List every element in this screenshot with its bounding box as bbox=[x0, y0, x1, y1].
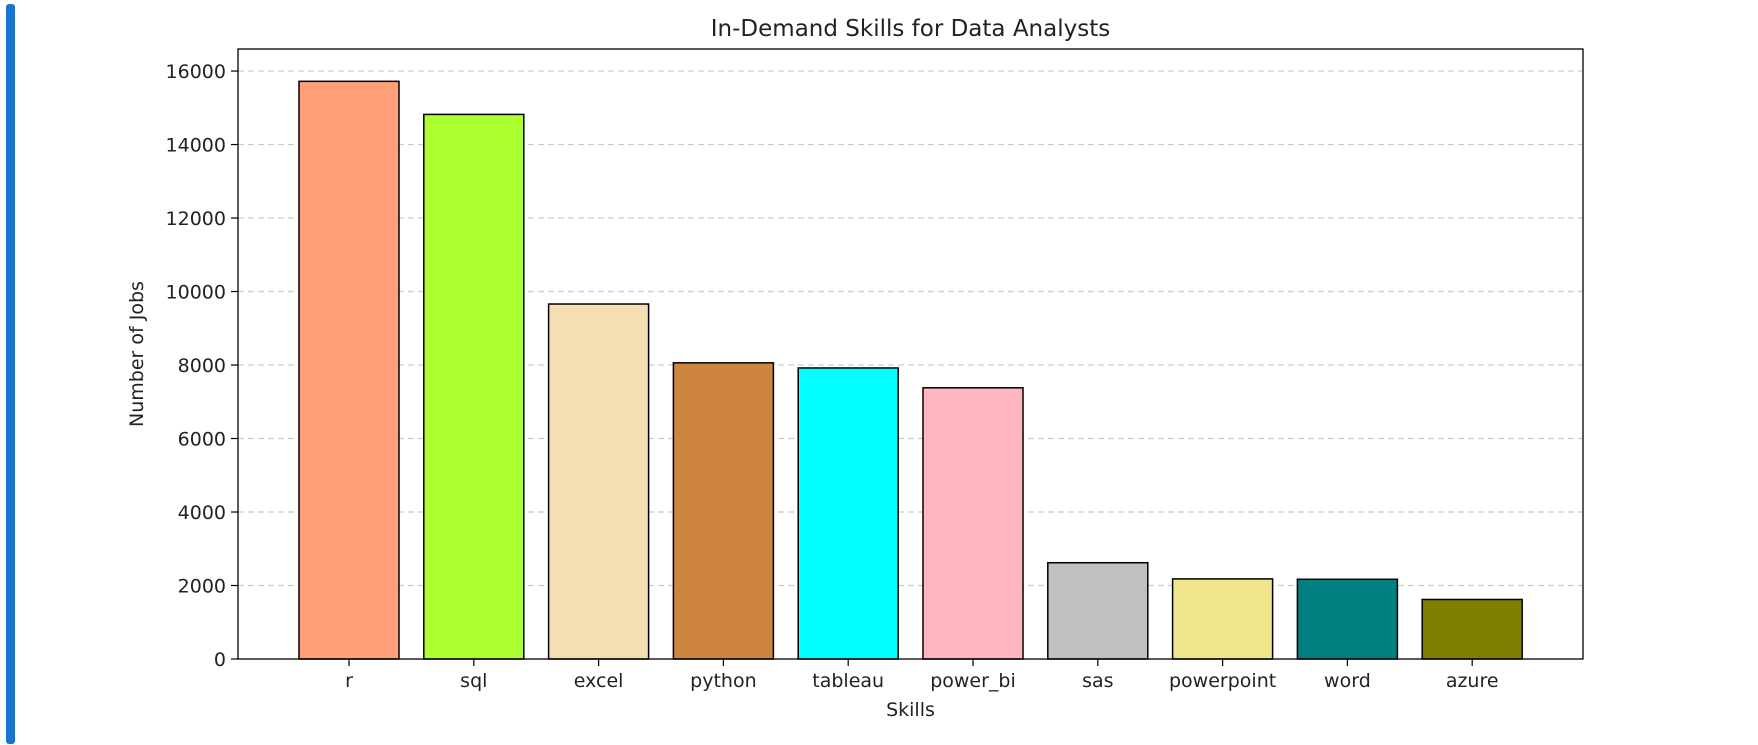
x-axis-ticks: r sql excel python tableau power_bi sas powerpo… bbox=[345, 659, 1499, 692]
bar-power-bi bbox=[922, 387, 1024, 660]
x-tick-label: sas bbox=[1082, 670, 1113, 692]
bar-powerpoint bbox=[1171, 578, 1274, 660]
y-tick-label: 4000 bbox=[178, 502, 226, 524]
y-tick-label: 14000 bbox=[166, 135, 226, 157]
bar-tableau bbox=[797, 367, 899, 660]
y-axis-ticks: 0 2000 4000 6000 8000 10000 12000 14000 16000 bbox=[166, 61, 238, 671]
y-tick-label: 2000 bbox=[178, 576, 226, 598]
bar-excel bbox=[547, 303, 650, 660]
bar-azure bbox=[1421, 598, 1523, 660]
bar-word bbox=[1296, 578, 1399, 660]
x-tick-label: r bbox=[345, 670, 353, 692]
y-axis-label: Number of Jobs bbox=[126, 281, 148, 427]
x-axis-label: Skills bbox=[886, 699, 935, 721]
x-tick-label: excel bbox=[574, 670, 624, 692]
plot-frame bbox=[237, 48, 1584, 660]
bar-sas bbox=[1047, 561, 1149, 660]
x-tick-label: powerpoint bbox=[1169, 670, 1276, 692]
y-tick-label: 0 bbox=[214, 649, 226, 671]
y-tick-label: 10000 bbox=[166, 282, 226, 304]
x-tick-label: word bbox=[1324, 670, 1371, 692]
x-tick-label: sql bbox=[460, 670, 487, 692]
left-accent-bar bbox=[6, 4, 15, 744]
x-tick-label: tableau bbox=[812, 670, 884, 692]
x-tick-label: power_bi bbox=[930, 670, 1016, 692]
bar-sql bbox=[423, 113, 525, 660]
bars bbox=[298, 80, 1523, 660]
y-tick-label: 16000 bbox=[166, 61, 226, 83]
y-tick-label: 8000 bbox=[178, 355, 226, 377]
x-tick-label: python bbox=[690, 670, 756, 692]
y-tick-label: 12000 bbox=[166, 208, 226, 230]
bar-r bbox=[298, 80, 400, 660]
chart-title: In-Demand Skills for Data Analysts bbox=[711, 16, 1110, 42]
x-tick-label: azure bbox=[1446, 670, 1499, 692]
y-tick-label: 6000 bbox=[178, 429, 226, 451]
bar-python bbox=[672, 362, 775, 660]
